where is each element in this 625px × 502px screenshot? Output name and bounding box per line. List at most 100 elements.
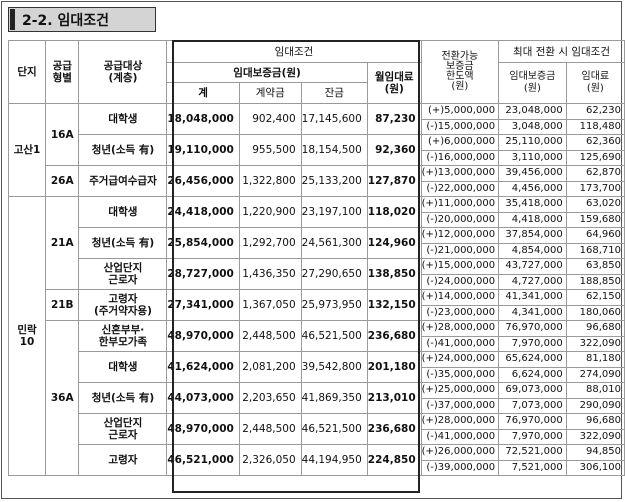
limit-minus-cell: (-)23,000,000	[420, 304, 500, 321]
limit-plus-cell: (+)13,000,000	[420, 165, 500, 182]
balance-cell: 41,869,350	[300, 382, 368, 414]
table-row-sub: (-)41,000,000 7,970,000 322,090	[9, 428, 625, 445]
table-row: 26A 주거급여수급자 26,456,000 1,322,800 25,133,200 1…	[9, 165, 625, 197]
deposit-total-cell: 41,624,000	[166, 351, 240, 383]
conv-deposit-minus-cell: 4,727,000	[498, 273, 567, 290]
conv-deposit-plus-cell: 43,727,000	[498, 258, 567, 275]
header-balance: 잔금	[300, 82, 368, 104]
limit-minus-cell: (-)41,000,000	[420, 428, 500, 445]
target-cell: 청년(소득 有)	[78, 382, 168, 414]
limit-plus-cell: (+)14,000,000	[420, 289, 500, 306]
conv-rent-plus-cell: 62,870	[565, 165, 625, 182]
table-row-sub: (-)20,000,000 4,418,000 159,680	[9, 211, 625, 228]
limit-minus-cell: (-)22,000,000	[420, 180, 500, 197]
conv-rent-minus-cell: 274,090	[565, 366, 625, 383]
contract-cell: 2,081,200	[238, 351, 302, 383]
monthly-rent-cell: 124,960	[366, 227, 422, 259]
deposit-total-cell: 25,854,000	[166, 227, 240, 259]
conv-deposit-plus-cell: 69,073,000	[498, 382, 567, 399]
balance-cell: 44,194,950	[300, 444, 368, 476]
conv-deposit-plus-cell: 76,970,000	[498, 413, 567, 430]
target-cell: 대학생	[78, 103, 168, 135]
table-row: 고령자 46,521,000 2,326,050 44,194,950 224,850(…	[9, 444, 625, 476]
limit-plus-cell: (+)28,000,000	[420, 320, 500, 337]
monthly-rent-cell: 201,180	[366, 351, 422, 383]
monthly-rent-cell: 213,010	[366, 382, 422, 414]
target-cell: 신혼부부· 한부모가족	[78, 320, 168, 352]
table-row: 청년(소득 有) 44,073,000 2,203,650 41,869,350 213…	[9, 382, 625, 414]
deposit-total-cell: 27,341,000	[166, 289, 240, 321]
target-cell: 고령자	[78, 444, 168, 476]
table-row-sub: (-)41,000,000 7,970,000 322,090	[9, 335, 625, 352]
table-row: 청년(소득 有) 19,110,000 955,500 18,154,500 92,36…	[9, 134, 625, 166]
contract-cell: 1,220,900	[238, 196, 302, 228]
conv-deposit-plus-cell: 72,521,000	[498, 444, 567, 461]
section-title: 2-2. 임대조건	[22, 13, 110, 29]
conv-deposit-plus-cell: 65,624,000	[498, 351, 567, 368]
conv-rent-minus-cell: 118,480	[565, 118, 625, 135]
table-row: 21B 고령자 (주거약자용) 27,341,000 1,367,050 25,973,…	[9, 289, 625, 321]
conv-deposit-plus-cell: 76,970,000	[498, 320, 567, 337]
header-convertible-limit: 전환가능 보증금 한도액 (원)	[420, 40, 500, 104]
limit-minus-cell: (-)21,000,000	[420, 242, 500, 259]
table-row: 산업단지 근로자 48,970,000 2,448,500 46,521,500 236…	[9, 413, 625, 445]
section-title-marker	[10, 9, 15, 30]
complex-cell: 민락 10	[7, 196, 47, 476]
conv-deposit-plus-cell: 41,341,000	[498, 289, 567, 306]
header-target: 공급대상 (계층)	[78, 40, 168, 104]
supply-type-cell: 16A	[45, 103, 80, 166]
header-rental-conditions: 임대조건	[166, 40, 422, 63]
deposit-total-cell: 18,048,000	[166, 103, 240, 135]
limit-minus-cell: (-)35,000,000	[420, 366, 500, 383]
table-row: 대학생 41,624,000 2,081,200 39,542,800 201,180(…	[9, 351, 625, 383]
conv-rent-minus-cell: 322,090	[565, 428, 625, 445]
conv-deposit-minus-cell: 6,624,000	[498, 366, 567, 383]
monthly-rent-cell: 87,230	[366, 103, 422, 135]
balance-cell: 24,561,300	[300, 227, 368, 259]
header-monthly-rent: 월임대료 (원)	[366, 62, 422, 104]
deposit-total-cell: 48,970,000	[166, 320, 240, 352]
conv-deposit-plus-cell: 35,418,000	[498, 196, 567, 213]
conv-rent-minus-cell: 159,680	[565, 211, 625, 228]
limit-minus-cell: (-)41,000,000	[420, 335, 500, 352]
limit-plus-cell: (+)6,000,000	[420, 134, 500, 151]
header-conv-rent: 임대료 (원)	[565, 62, 625, 104]
contract-cell: 2,448,500	[238, 320, 302, 352]
table-row: 36A 신혼부부· 한부모가족 48,970,000 2,448,500 46,521,…	[9, 320, 625, 476]
header-contract: 계약금	[238, 82, 302, 104]
contract-cell: 1,367,050	[238, 289, 302, 321]
limit-minus-cell: (-)39,000,000	[420, 459, 500, 476]
rental-conditions-table: 단지 공급 형별 공급대상 (계층) 임대조건 전환가능 보증금 한도액 (원)…	[7, 40, 625, 476]
table-row-sub: (-)15,000,000 3,048,000 118,480	[9, 118, 625, 135]
conv-rent-plus-cell: 62,360	[565, 134, 625, 151]
header-supply-type: 공급 형별	[45, 40, 80, 104]
conv-deposit-minus-cell: 3,110,000	[498, 149, 567, 166]
table-row-sub: (-)21,000,000 4,854,000 168,710	[9, 242, 625, 259]
conv-deposit-minus-cell: 7,073,000	[498, 397, 567, 414]
section-title-box	[8, 7, 156, 32]
conv-rent-plus-cell: 88,010	[565, 382, 625, 399]
deposit-total-cell: 44,073,000	[166, 382, 240, 414]
conv-rent-minus-cell: 290,090	[565, 397, 625, 414]
header-conv-deposit: 임대보증금 (원)	[498, 62, 567, 104]
table-row: 청년(소득 有) 25,854,000 1,292,700 24,561,300 124…	[9, 227, 625, 259]
conv-deposit-plus-cell: 37,854,000	[498, 227, 567, 244]
balance-cell: 27,290,650	[300, 258, 368, 290]
target-cell: 산업단지 근로자	[78, 413, 168, 445]
conv-deposit-plus-cell: 23,048,000	[498, 103, 567, 120]
limit-minus-cell: (-)37,000,000	[420, 397, 500, 414]
header-total: 계	[166, 82, 240, 104]
balance-cell: 46,521,500	[300, 320, 368, 352]
table-row-sub: (-)23,000,000 4,341,000 180,060	[9, 304, 625, 321]
limit-plus-cell: (+)11,000,000	[420, 196, 500, 213]
conv-rent-plus-cell: 62,230	[565, 103, 625, 120]
limit-plus-cell: (+)25,000,000	[420, 382, 500, 399]
table-row: 산업단지 근로자 28,727,000 1,436,350 27,290,650 138…	[9, 258, 625, 290]
target-cell: 고령자 (주거약자용)	[78, 289, 168, 321]
supply-type-cell: 21B	[45, 289, 80, 321]
balance-cell: 46,521,500	[300, 413, 368, 445]
conv-deposit-minus-cell: 7,521,000	[498, 459, 567, 476]
target-cell: 주거급여수급자	[78, 165, 168, 197]
table-row-sub: (-)39,000,000 7,521,000 306,100	[9, 459, 625, 476]
conv-rent-plus-cell: 63,850	[565, 258, 625, 275]
